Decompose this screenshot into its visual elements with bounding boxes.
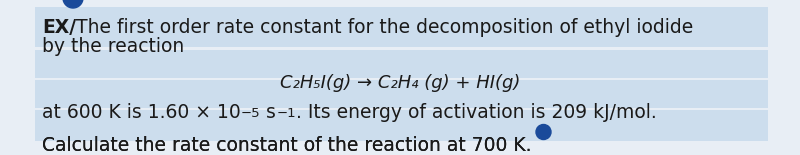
Bar xyxy=(35,50,768,78)
Bar xyxy=(35,110,768,141)
Text: by the reaction: by the reaction xyxy=(42,37,184,56)
Text: . Its energy of activation is 209 kJ/mol.: . Its energy of activation is 209 kJ/mol… xyxy=(296,103,657,122)
Bar xyxy=(35,7,768,47)
Text: C₂H₅I(g) → C₂H₄ (g) + HI(g): C₂H₅I(g) → C₂H₄ (g) + HI(g) xyxy=(280,74,520,92)
Bar xyxy=(35,80,768,108)
Text: s: s xyxy=(260,103,276,122)
Text: −1: −1 xyxy=(276,107,296,120)
Circle shape xyxy=(536,124,551,140)
Text: EX/: EX/ xyxy=(42,18,76,37)
Text: The first order rate constant for the decomposition of ethyl iodide: The first order rate constant for the de… xyxy=(76,18,694,37)
Text: Calculate the rate constant of the reaction at 700 K.: Calculate the rate constant of the react… xyxy=(42,136,531,155)
Text: −5: −5 xyxy=(241,107,260,120)
Text: Calculate the rate constant of the reaction at 700 K.: Calculate the rate constant of the react… xyxy=(42,136,531,155)
Text: at 600 K is 1.60 × 10: at 600 K is 1.60 × 10 xyxy=(42,103,241,122)
Circle shape xyxy=(63,0,83,8)
